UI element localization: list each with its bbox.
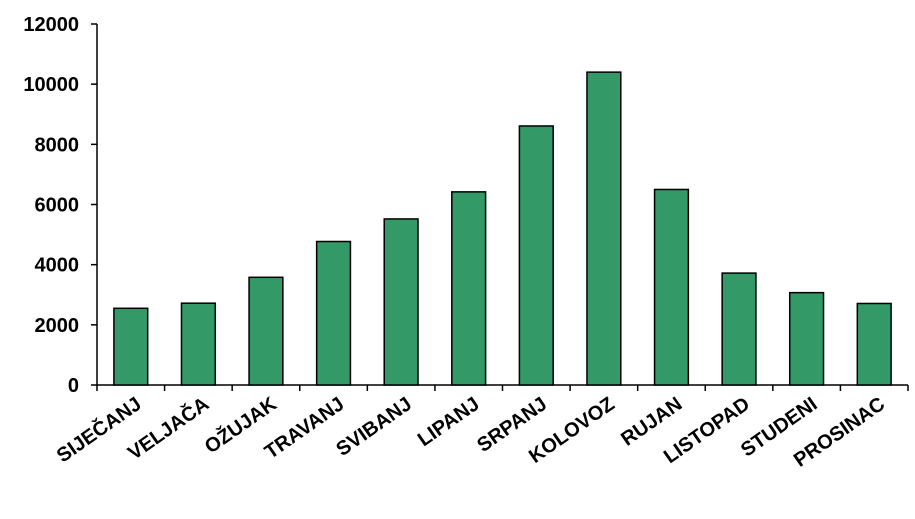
bar-rujan <box>653 188 690 386</box>
bars <box>113 71 892 386</box>
bar-prosinac <box>856 302 892 386</box>
category-labels: SIJEČANJVELJAČAOŽUJAKTRAVANJSVIBANJLIPAN… <box>52 391 889 472</box>
y-tick-label: 4000 <box>35 255 80 277</box>
bar-veljača <box>180 302 217 386</box>
bar-svibanj <box>383 218 419 386</box>
y-tick-label: 6000 <box>35 195 80 217</box>
y-tick-label: 10000 <box>23 74 79 96</box>
y-tick-label: 2000 <box>35 315 80 337</box>
x-category-label: SVIBANJ <box>332 393 416 461</box>
bar-lipanj <box>451 191 487 386</box>
bar-travanj <box>315 240 352 386</box>
bar-siječanj <box>113 307 149 386</box>
y-axis: 0 2000 4000 6000 8000 10000 12000 <box>23 14 98 397</box>
y-tick-label: 0 <box>68 375 79 397</box>
bar-ožujak <box>248 276 284 386</box>
x-category-label: LIPANJ <box>414 393 484 451</box>
bar-kolovoz <box>586 71 622 386</box>
bar-studeni <box>788 291 825 386</box>
x-axis <box>96 384 909 391</box>
bar-srpanj <box>518 125 554 386</box>
bar-listopad <box>721 272 757 386</box>
y-tick-label: 12000 <box>23 14 79 36</box>
y-tick-label: 8000 <box>35 134 80 156</box>
